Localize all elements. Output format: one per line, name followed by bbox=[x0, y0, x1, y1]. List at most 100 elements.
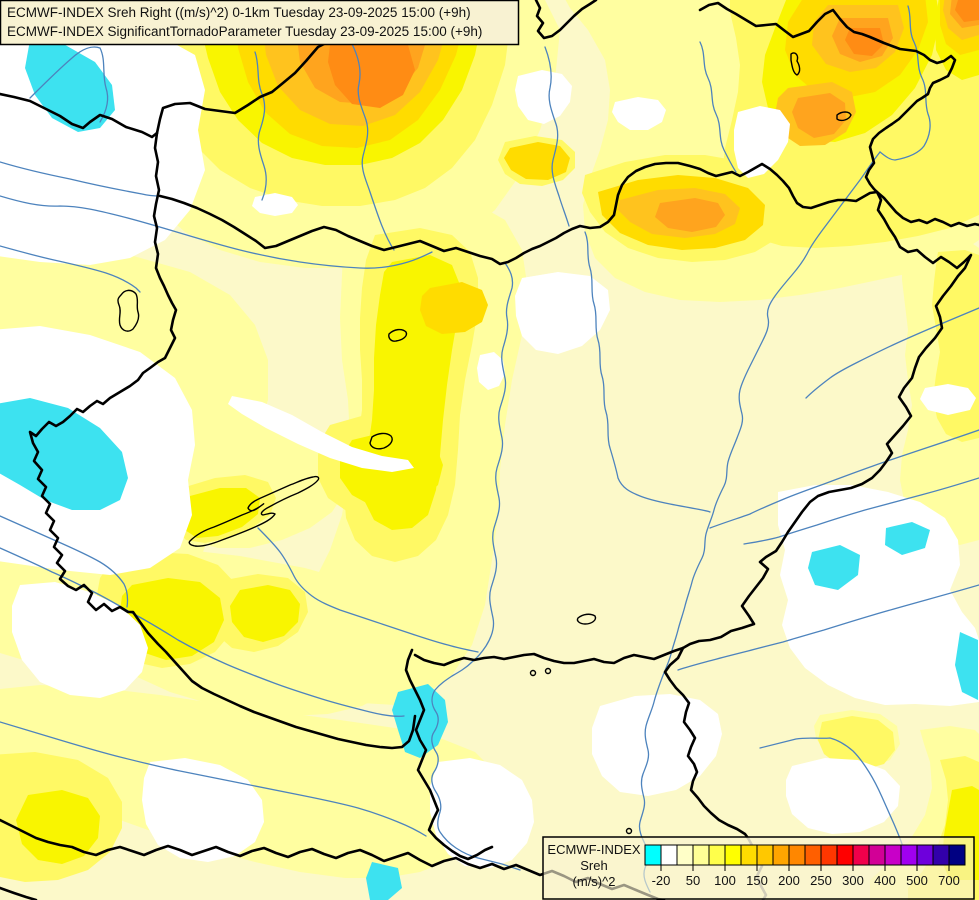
contour-region bbox=[592, 694, 722, 796]
river-se-tributary bbox=[759, 737, 903, 845]
contour-region bbox=[16, 790, 100, 864]
legend-cell bbox=[916, 844, 934, 866]
contour-region bbox=[515, 272, 610, 354]
river-sava bbox=[0, 721, 427, 837]
river-tisza-upper bbox=[879, 5, 931, 161]
border-cz-at bbox=[0, 92, 159, 139]
lake-tiny-3 bbox=[625, 827, 633, 835]
rivers-group bbox=[0, 5, 979, 893]
contour-region bbox=[808, 545, 860, 590]
border-cz-sk bbox=[155, 40, 330, 135]
tick-label: 250 bbox=[810, 873, 832, 888]
border-ua-ro bbox=[875, 190, 979, 228]
border-rs-ro bbox=[663, 646, 750, 840]
border-hu-rs bbox=[413, 646, 685, 667]
lake-tiny-2 bbox=[544, 667, 552, 675]
tick-label: 200 bbox=[778, 873, 800, 888]
river-tisza bbox=[638, 151, 881, 893]
river-zagyva bbox=[584, 231, 711, 513]
contour-region bbox=[504, 142, 570, 180]
river-drava bbox=[0, 547, 405, 717]
tick-label: -20 bbox=[652, 873, 671, 888]
legend-cell bbox=[644, 844, 662, 866]
river-danube-upper bbox=[0, 161, 161, 197]
river-hron bbox=[544, 46, 570, 227]
legend-cell bbox=[948, 844, 966, 866]
river-sio bbox=[257, 527, 479, 653]
river-koros-1 bbox=[709, 429, 979, 529]
contour-region bbox=[515, 70, 572, 124]
border-pl-sk bbox=[534, 0, 598, 40]
border-bottom-left bbox=[0, 886, 38, 900]
lake-tiny-1 bbox=[529, 669, 537, 677]
contour-region bbox=[734, 106, 790, 178]
river-nitra bbox=[254, 51, 267, 201]
river-maros bbox=[677, 584, 979, 671]
legend-cell bbox=[788, 844, 806, 866]
tick-label: 50 bbox=[686, 873, 700, 888]
river-danube bbox=[431, 262, 521, 871]
contour-region bbox=[420, 282, 488, 334]
contour-deep-orange-group bbox=[328, 0, 979, 108]
river-raba bbox=[0, 195, 433, 269]
tick-label: 300 bbox=[842, 873, 864, 888]
lake-slovak-2 bbox=[836, 111, 852, 122]
tick-label: 700 bbox=[938, 873, 960, 888]
header-line-1: ECMWF-INDEX Sreh Right ((m/s)^2) 0-1km T… bbox=[7, 5, 471, 20]
header-panel bbox=[0, 0, 520, 46]
river-rabca bbox=[0, 245, 141, 293]
contour-region bbox=[0, 685, 500, 878]
legend-cell bbox=[772, 844, 790, 866]
lake-small-west bbox=[369, 432, 393, 450]
contour-region bbox=[228, 396, 414, 472]
border-hr-rs-danube bbox=[404, 648, 494, 861]
legend-cell bbox=[692, 844, 710, 866]
river-szamos bbox=[805, 307, 979, 399]
contour-cyan-group bbox=[0, 40, 978, 900]
contour-region bbox=[655, 198, 725, 232]
legend-cell bbox=[836, 844, 854, 866]
border-sk-hu bbox=[158, 161, 879, 266]
tick-label: 150 bbox=[746, 873, 768, 888]
legend-cell bbox=[740, 844, 758, 866]
contour-region bbox=[252, 193, 298, 216]
tick-label: 100 bbox=[714, 873, 736, 888]
river-vah bbox=[351, 43, 395, 251]
contour-region bbox=[955, 632, 978, 700]
contour-region bbox=[845, 28, 884, 56]
legend-cell bbox=[708, 844, 726, 866]
legend-cell bbox=[676, 844, 694, 866]
legend-cell bbox=[804, 844, 822, 866]
lake-ferto bbox=[117, 289, 140, 332]
lake-velence bbox=[388, 328, 408, 342]
tick-label: 400 bbox=[874, 873, 896, 888]
legend-cell bbox=[852, 844, 870, 866]
contour-region bbox=[612, 97, 666, 130]
contour-region bbox=[792, 93, 846, 138]
river-morava bbox=[29, 46, 109, 123]
legend-ticks: -20 50 100 150 200 250 300 400 500 700 bbox=[652, 865, 960, 888]
legend-title-3: (m/s)^2 bbox=[573, 874, 616, 889]
contour-region bbox=[0, 398, 128, 510]
header-line-2: ECMWF-INDEX SignificantTornadoParameter … bbox=[7, 24, 482, 39]
contour-region bbox=[430, 758, 534, 868]
legend-box: ECMWF-INDEX Sreh (m/s)^2 bbox=[542, 836, 975, 900]
contour-region bbox=[230, 585, 300, 642]
contour-region bbox=[920, 384, 976, 415]
border-at-hu-si-hr bbox=[28, 131, 417, 750]
contour-region bbox=[477, 352, 505, 390]
lake-slovak-1 bbox=[790, 52, 801, 76]
contour-region bbox=[818, 716, 895, 770]
contour-region bbox=[180, 488, 260, 538]
legend-cell bbox=[932, 844, 950, 866]
river-koros-2 bbox=[743, 477, 979, 545]
legend-cell bbox=[900, 844, 918, 866]
contour-region bbox=[328, 45, 415, 108]
legend-cell bbox=[820, 844, 838, 866]
legend-cell bbox=[660, 844, 678, 866]
legend-cell bbox=[756, 844, 774, 866]
contour-region bbox=[366, 862, 402, 900]
